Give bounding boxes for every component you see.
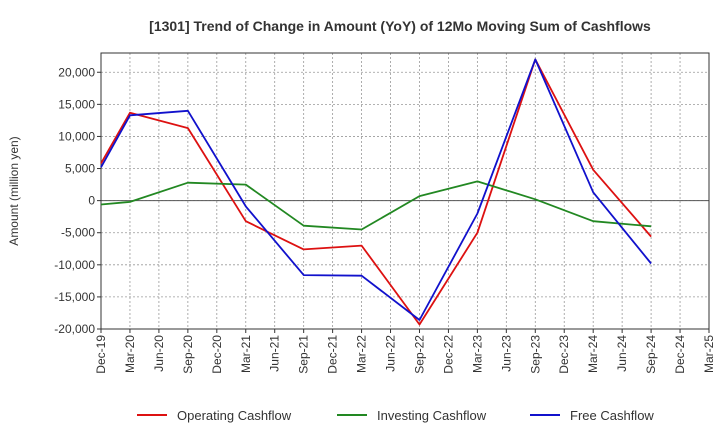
x-tick-label: Mar-24	[586, 335, 600, 373]
legend-label: Investing Cashflow	[377, 408, 487, 423]
x-tick-label: Jun-24	[615, 335, 629, 372]
legend-label: Operating Cashflow	[177, 408, 292, 423]
y-tick-label: -5,000	[61, 226, 95, 240]
y-tick-label: 20,000	[58, 65, 95, 79]
x-tick-label: Mar-21	[239, 335, 253, 373]
y-tick-label: -20,000	[54, 322, 95, 336]
x-tick-label: Sep-23	[528, 335, 542, 374]
series-line-free-cashflow	[100, 58, 652, 321]
x-tick-label: Dec-24	[673, 335, 687, 374]
x-tick-label: Sep-24	[644, 335, 658, 374]
y-tick-label: 0	[88, 194, 95, 208]
legend-label: Free Cashflow	[570, 408, 654, 423]
x-axis-ticks: Dec-19 Mar-20 Jun-20 Sep-20 Dec-20 Mar-21 Jun-…	[94, 329, 716, 374]
x-tick-label: Dec-21	[326, 335, 340, 374]
x-tick-label: Mar-20	[123, 335, 137, 373]
x-tick-label: Mar-25	[702, 335, 716, 373]
x-tick-label: Dec-22	[441, 335, 455, 374]
y-tick-label: -15,000	[54, 290, 95, 304]
x-tick-label: Jun-21	[268, 335, 282, 372]
y-tick-label: 10,000	[58, 129, 95, 143]
legend: Operating Cashflow Investing Cashflow Free…	[137, 408, 654, 423]
y-tick-label: 15,000	[58, 97, 95, 111]
x-tick-label: Dec-23	[557, 335, 571, 374]
x-tick-label: Sep-21	[297, 335, 311, 374]
series-line-investing-cashflow	[100, 180, 652, 231]
y-axis-label: Amount (million yen)	[7, 136, 21, 245]
x-tick-label: Mar-23	[470, 335, 484, 373]
x-tick-label: Sep-20	[181, 335, 195, 374]
plot-frame	[100, 52, 710, 330]
grid	[100, 53, 710, 330]
y-axis-ticks: -20,000 -15,000 -10,000 -5,000 0 5,000 10,000 1…	[54, 65, 101, 336]
chart-title: [1301] Trend of Change in Amount (YoY) o…	[149, 18, 651, 34]
x-tick-label: Jun-20	[152, 335, 166, 372]
x-tick-label: Dec-20	[210, 335, 224, 374]
x-tick-label: Dec-19	[94, 335, 108, 374]
x-tick-label: Sep-22	[412, 335, 426, 374]
x-tick-label: Mar-22	[355, 335, 369, 373]
series-layer	[100, 58, 652, 326]
x-tick-label: Jun-22	[384, 335, 398, 372]
x-tick-label: Jun-23	[499, 335, 513, 372]
series-line-operating-cashflow	[100, 58, 652, 326]
y-tick-label: 5,000	[65, 162, 95, 176]
y-tick-label: -10,000	[54, 258, 95, 272]
